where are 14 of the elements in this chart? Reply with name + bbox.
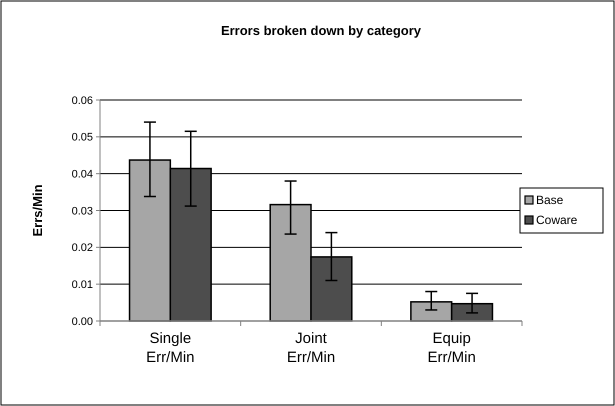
x-tick-label: Joint Err/Min <box>286 330 336 366</box>
y-tick-label: 0.05 <box>72 132 93 144</box>
y-tick-label: 0.01 <box>72 279 93 292</box>
x-tick-label: Single Err/Min <box>146 330 195 366</box>
y-tick-label: 0.03 <box>72 205 93 218</box>
legend-label: Coware <box>536 213 578 228</box>
chart-title: Errors broken down by category <box>220 23 422 38</box>
y-tick-label: 0.04 <box>72 168 93 181</box>
y-tick-label: 0.00 <box>72 316 93 328</box>
y-tick-label: 0.02 <box>72 242 93 254</box>
legend-label: Base <box>536 193 564 208</box>
y-tick-label: 0.06 <box>72 94 93 107</box>
y-axis-title: Errs/Min <box>30 184 45 237</box>
x-tick-label: Equip Err/Min <box>427 330 476 366</box>
